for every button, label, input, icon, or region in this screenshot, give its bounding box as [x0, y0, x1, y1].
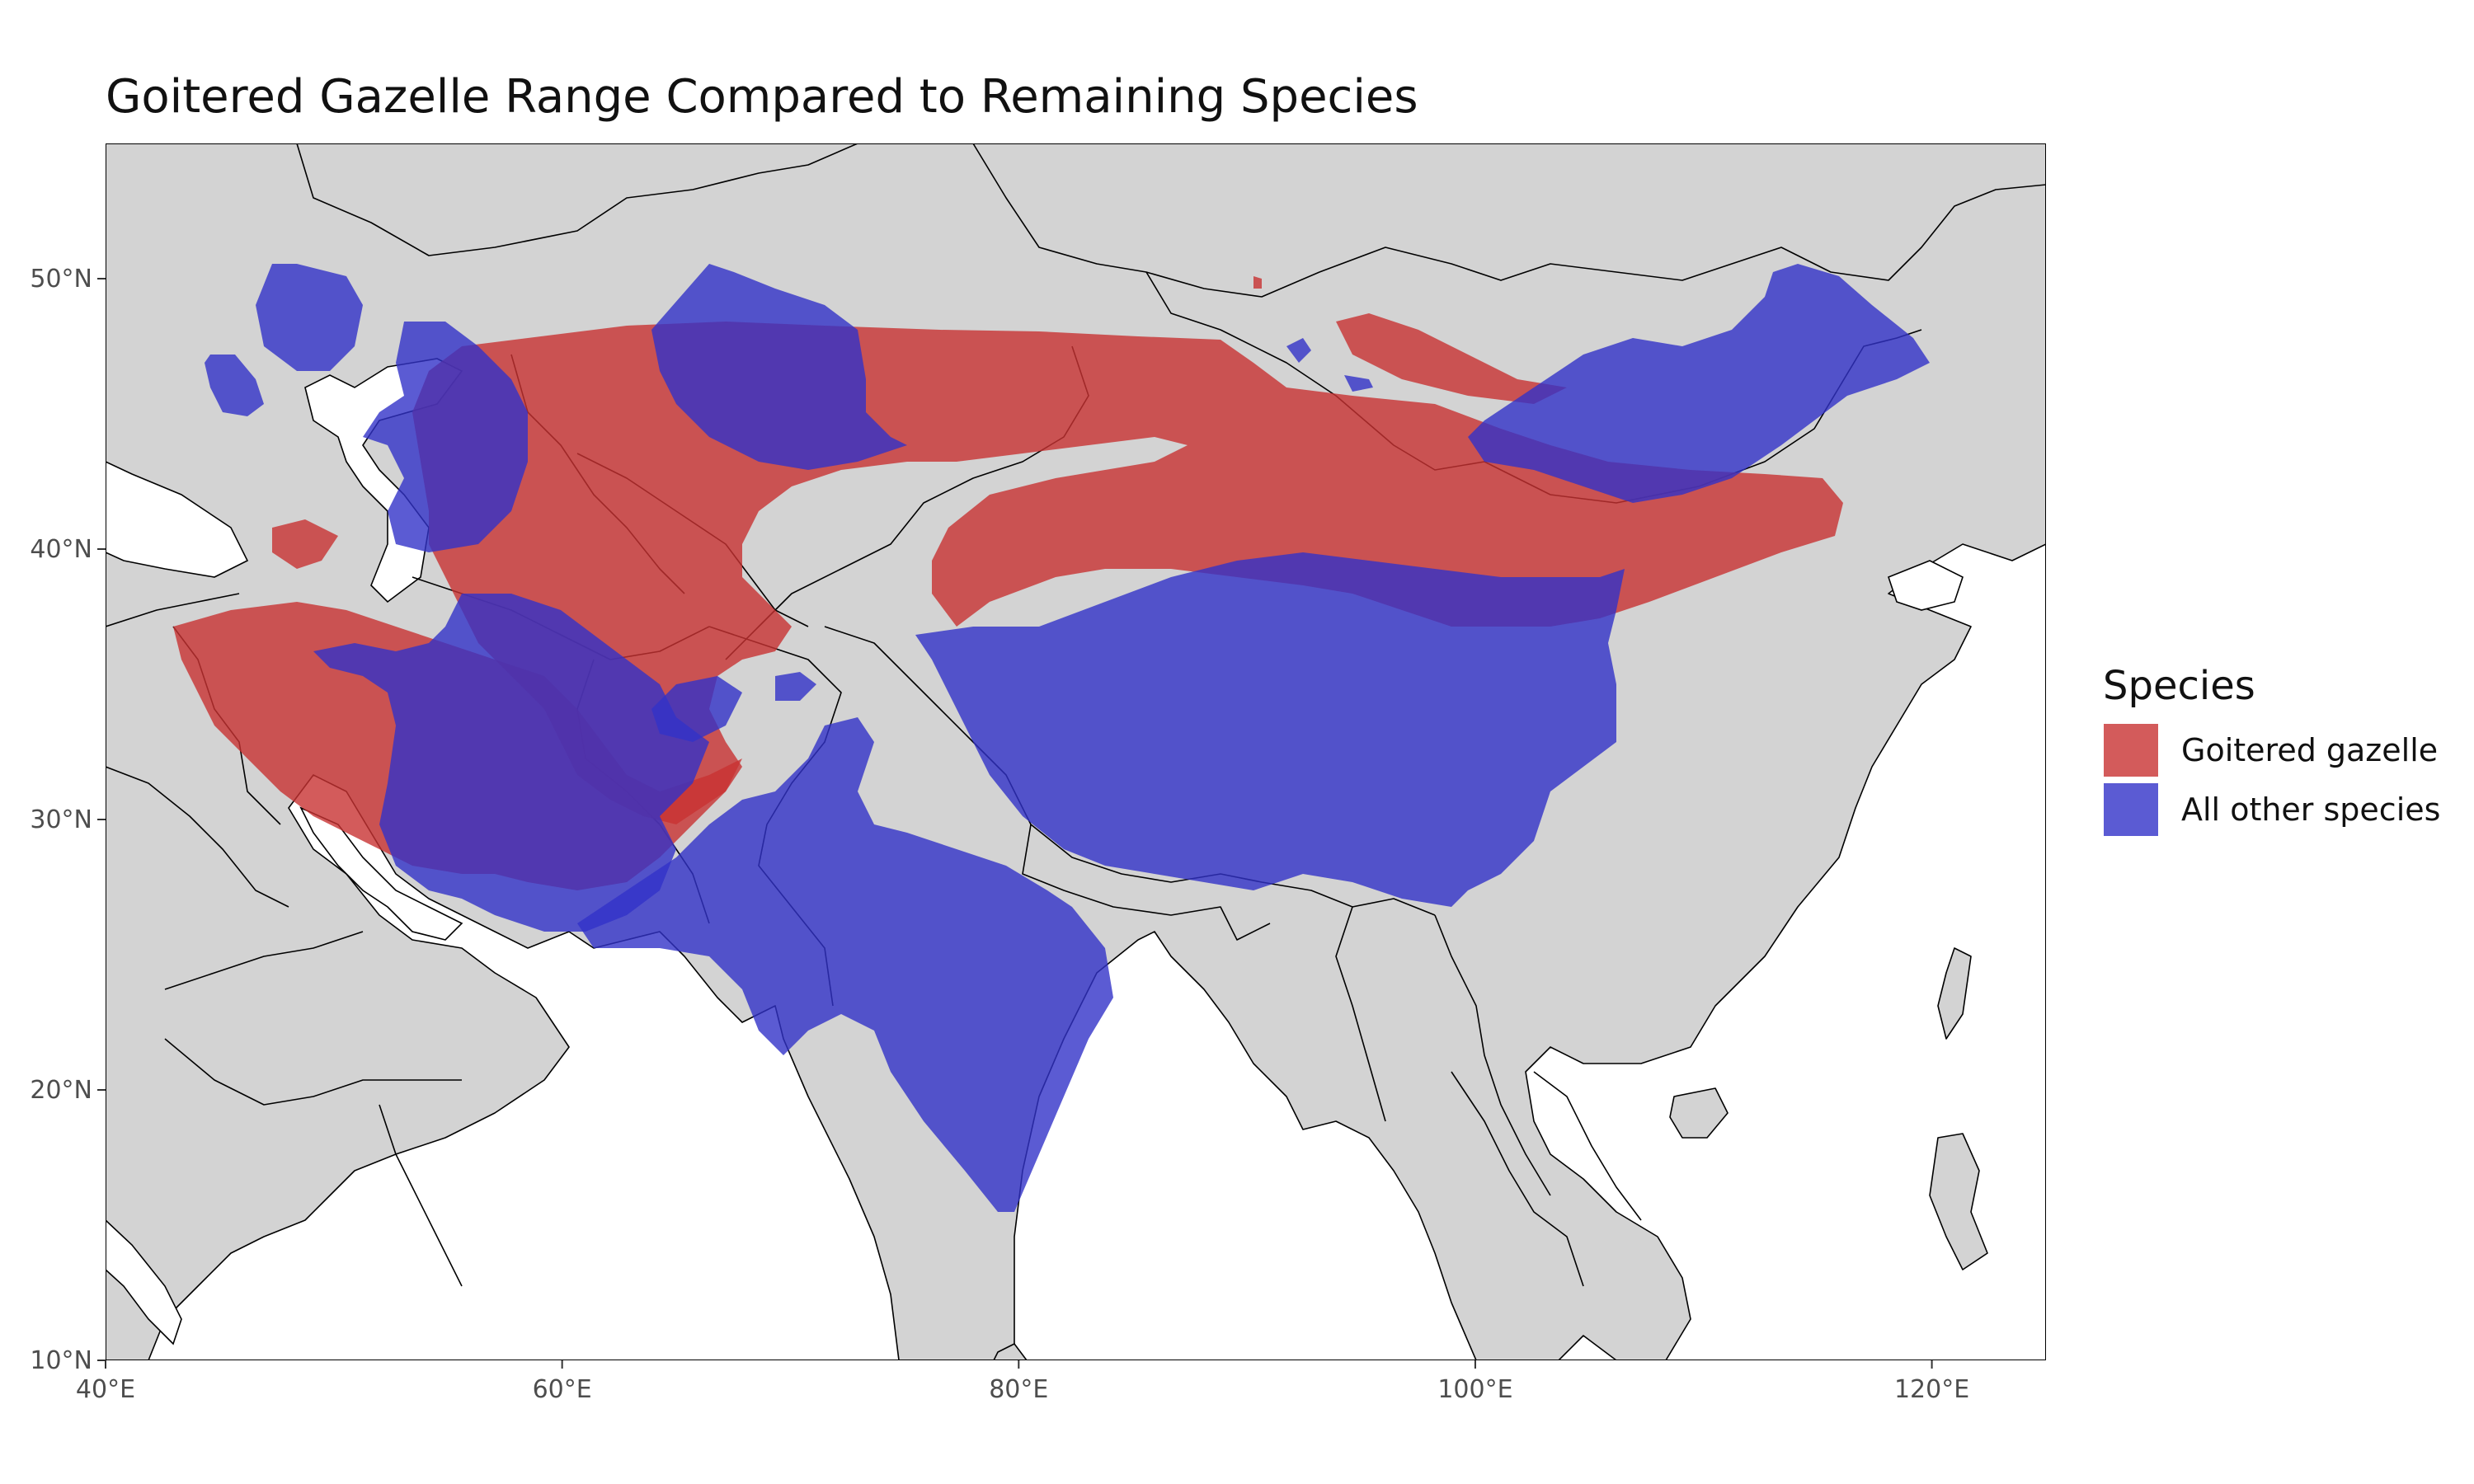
yellow-sea — [1888, 560, 1964, 611]
others-range-manchuria — [1468, 264, 1930, 503]
x-tick-label: 100°E — [1437, 1375, 1512, 1404]
y-tick-label: 30°N — [30, 805, 92, 834]
others-range-kazakh — [651, 264, 907, 470]
others-range-altai — [1286, 338, 1311, 363]
black-sea — [106, 461, 249, 578]
legend-title: Species — [2103, 663, 2255, 709]
y-tick-label: 40°N — [30, 535, 92, 564]
sri-lanka — [993, 1343, 1028, 1360]
map-title: Goitered Gazelle Range Compared to Remai… — [106, 70, 1418, 124]
red-sea — [106, 1219, 182, 1345]
y-axis: 10°N 20°N 30°N 40°N 50°N — [30, 265, 106, 1375]
legend-label-all-other-species: All other species — [2181, 791, 2440, 828]
others-range-india — [577, 717, 1113, 1212]
legend-swatch-all-other-species — [2104, 783, 2158, 836]
gazelle-range-dot — [1253, 276, 1262, 289]
others-range-caucasus-west — [205, 355, 264, 416]
others-range-caspian — [363, 322, 528, 552]
others-range-pamir — [651, 676, 742, 742]
legend-swatch-goitered-gazelle — [2104, 724, 2158, 777]
y-tick-label: 10°N — [30, 1346, 92, 1375]
x-axis: 40°E 60°E 80°E 100°E 120°E — [76, 1360, 1969, 1404]
others-range-afghanistan — [313, 594, 709, 932]
x-tick-label: 120°E — [1894, 1375, 1969, 1404]
legend: Species Goitered gazelle All other speci… — [2103, 663, 2440, 836]
gazelle-range-mongolia — [1336, 313, 1567, 404]
taiwan — [1937, 947, 1972, 1040]
legend-label-goitered-gazelle: Goitered gazelle — [2181, 732, 2438, 768]
map-panel — [106, 143, 2046, 1360]
x-tick-label: 80°E — [989, 1375, 1048, 1404]
others-range-mongolia-small — [1344, 375, 1373, 392]
persian-gulf — [299, 806, 463, 941]
y-tick-label: 50°N — [30, 265, 92, 294]
x-tick-label: 60°E — [533, 1375, 592, 1404]
others-range-tibet — [915, 552, 1625, 907]
x-tick-label: 40°E — [76, 1375, 135, 1404]
hainan — [1669, 1087, 1729, 1139]
gazelle-range-caucasus — [272, 519, 338, 569]
others-range-pamir-small — [775, 672, 816, 701]
others-range-caucasus-north — [256, 264, 363, 371]
other-species-range — [205, 264, 1930, 1212]
y-tick-label: 20°N — [30, 1076, 92, 1105]
luzon — [1929, 1133, 1988, 1270]
